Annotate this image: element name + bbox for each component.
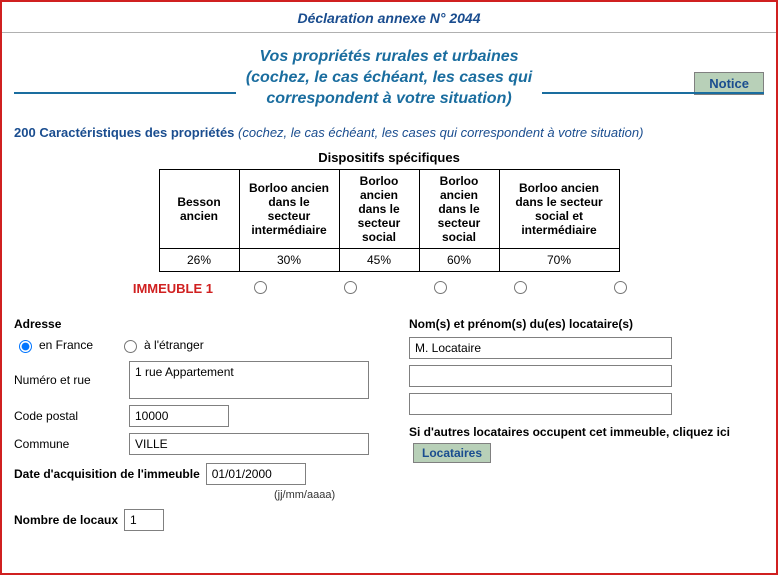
immeuble-label: IMMEUBLE 1: [99, 272, 219, 305]
cp-input[interactable]: [129, 405, 229, 427]
divider-left: [14, 92, 236, 94]
disp-pct-1: 30%: [239, 249, 339, 272]
radio-etranger[interactable]: [124, 340, 137, 353]
adresse-heading: Adresse: [14, 317, 369, 331]
commune-row: Commune: [14, 433, 369, 455]
radio-france-label[interactable]: en France: [14, 337, 93, 353]
locataire-input-2[interactable]: [409, 365, 672, 387]
radio-france-text: en France: [39, 338, 93, 352]
immeuble-radio-row: IMMEUBLE 1: [99, 272, 679, 305]
adresse-radio-group: en France à l'étranger: [14, 337, 369, 353]
disp-pct-2: 45%: [339, 249, 419, 272]
section-title: Vos propriétés rurales et urbaines (coch…: [236, 47, 542, 109]
locataires-button[interactable]: Locataires: [413, 443, 491, 463]
divider-right: [542, 92, 764, 94]
numero-rue-row: Numéro et rue: [14, 361, 369, 399]
locataires-note-text: Si d'autres locataires occupent cet imme…: [409, 425, 730, 439]
date-row: Date d'acquisition de l'immeuble: [14, 463, 369, 485]
disp-radio-4[interactable]: [614, 281, 627, 294]
radio-france[interactable]: [19, 340, 32, 353]
form-area: Adresse en France à l'étranger Numéro et…: [14, 317, 764, 537]
section-200-label: Caractéristiques des propriétés: [39, 125, 234, 140]
numero-rue-label: Numéro et rue: [14, 373, 129, 387]
section-title-line2: (cochez, le cas échéant, les cases qui: [246, 69, 532, 86]
disp-radio-0[interactable]: [254, 281, 267, 294]
date-hint: (jj/mm/aaaa): [274, 489, 369, 501]
nb-locaux-label: Nombre de locaux: [14, 513, 118, 527]
locataires-heading: Nom(s) et prénom(s) du(es) locataire(s): [409, 317, 764, 331]
disp-header-4: Borloo ancien dans le secteur social et …: [499, 170, 619, 249]
cp-row: Code postal: [14, 405, 369, 427]
disp-radio-3[interactable]: [514, 281, 527, 294]
disp-radio-2[interactable]: [434, 281, 447, 294]
dispositifs-caption: Dispositifs spécifiques: [159, 150, 620, 169]
radio-etranger-label[interactable]: à l'étranger: [119, 337, 204, 353]
numero-rue-input[interactable]: [129, 361, 369, 399]
nb-locaux-input[interactable]: [124, 509, 164, 531]
locataire-input-1[interactable]: [409, 337, 672, 359]
left-column: Adresse en France à l'étranger Numéro et…: [14, 317, 369, 537]
section-title-line1: Vos propriétés rurales et urbaines: [259, 48, 518, 65]
disp-radio-1[interactable]: [344, 281, 357, 294]
nb-locaux-row: Nombre de locaux: [14, 509, 369, 531]
disp-pct-3: 60%: [419, 249, 499, 272]
commune-input[interactable]: [129, 433, 369, 455]
disp-pct-4: 70%: [499, 249, 619, 272]
date-input[interactable]: [206, 463, 306, 485]
page-title: Déclaration annexe N° 2044: [2, 2, 776, 33]
dispositifs-table: Dispositifs spécifiques Besson ancien Bo…: [159, 150, 620, 272]
section-title-line3: correspondent à votre situation): [266, 90, 511, 107]
right-column: Nom(s) et prénom(s) du(es) locataire(s) …: [409, 317, 764, 537]
section-title-row: Vos propriétés rurales et urbaines (coch…: [14, 47, 764, 109]
radio-etranger-text: à l'étranger: [144, 338, 204, 352]
section-200-heading: 200 Caractéristiques des propriétés (coc…: [14, 125, 764, 140]
disp-header-1: Borloo ancien dans le secteur intermédia…: [239, 170, 339, 249]
cp-label: Code postal: [14, 409, 129, 423]
locataires-inputs: [409, 337, 764, 415]
page-container: Déclaration annexe N° 2044 Notice Vos pr…: [0, 0, 778, 575]
locataire-input-3[interactable]: [409, 393, 672, 415]
disp-header-2: Borloo ancien dans le secteur social: [339, 170, 419, 249]
disp-pct-0: 26%: [159, 249, 239, 272]
commune-label: Commune: [14, 437, 129, 451]
locataires-note: Si d'autres locataires occupent cet imme…: [409, 423, 764, 462]
disp-header-0: Besson ancien: [159, 170, 239, 249]
date-label: Date d'acquisition de l'immeuble: [14, 467, 200, 481]
section-200-hint: (cochez, le cas échéant, les cases qui c…: [238, 125, 643, 140]
section-200-number: 200: [14, 125, 36, 140]
content: Vos propriétés rurales et urbaines (coch…: [2, 33, 776, 545]
disp-header-3: Borloo ancien dans le secteur social: [419, 170, 499, 249]
